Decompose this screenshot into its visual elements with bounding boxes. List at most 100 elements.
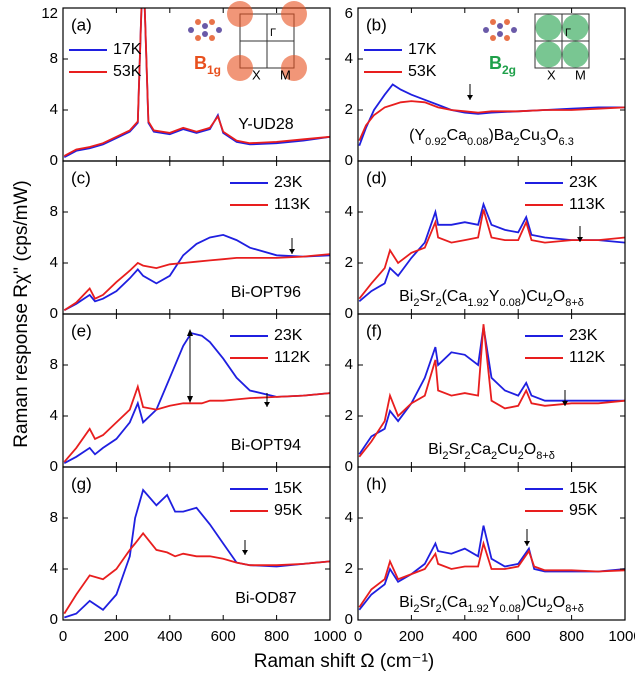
legend-label: 53K <box>408 63 437 80</box>
zone-label: M <box>280 67 291 82</box>
atom <box>490 35 496 41</box>
sample-label-part: Bi-OD87 <box>235 590 296 607</box>
y-tick-label: 4 <box>50 560 58 577</box>
sample-label-part: 2 <box>413 603 419 615</box>
y-tick-label: 4 <box>50 254 58 271</box>
legend-label: 15K <box>569 480 598 497</box>
legend-label: 95K <box>569 502 598 519</box>
y-tick-label: 0 <box>50 611 58 628</box>
gap-blob <box>562 14 589 41</box>
atom <box>497 31 503 37</box>
atom <box>497 23 503 29</box>
atom <box>504 35 510 41</box>
sample-label-part: )Cu <box>521 288 547 305</box>
panel-label: (b) <box>366 15 387 34</box>
y-tick-label: 12 <box>41 5 58 22</box>
sample-label-part: O <box>553 594 565 611</box>
legend-label: 112K <box>274 349 311 366</box>
symmetry-label: B2g <box>489 53 516 77</box>
y-axis-label: Raman response Rχ'' (cps/mW) <box>11 180 32 447</box>
legend-label: 23K <box>569 174 598 191</box>
data-line <box>63 383 330 463</box>
zone-label: Γ <box>565 27 571 39</box>
sample-label-part: 2 <box>413 297 419 309</box>
plot-area <box>63 233 330 311</box>
legend-label: 113K <box>569 196 606 213</box>
arrow-head <box>289 249 295 254</box>
data-line <box>358 324 625 458</box>
y-tick-label: 4 <box>50 407 58 424</box>
plot-area <box>358 83 625 147</box>
sample-label: Bi-OD87 <box>235 590 296 607</box>
atom <box>202 31 208 37</box>
sample-label-part: 2 <box>518 450 524 462</box>
zone-label: X <box>547 67 556 82</box>
zone-label: M <box>575 67 586 82</box>
plot-area <box>358 525 625 611</box>
atom <box>202 23 208 29</box>
sample-label: Y-UD28 <box>238 116 294 133</box>
sample-label-part: Sr <box>419 594 436 611</box>
sample-label-part: Ca <box>471 441 492 458</box>
arrow-head <box>562 401 568 406</box>
sample-label: Bi2Sr2Ca2Cu2O8+δ <box>428 441 555 462</box>
sample-label-part: 3 <box>540 136 546 148</box>
arrow-head <box>242 550 248 555</box>
y-tick-label: 4 <box>345 356 353 373</box>
sample-label-part: Y <box>489 288 500 305</box>
legend-label: 17K <box>408 41 437 58</box>
panel-label: (e) <box>71 321 92 340</box>
sample-label-part: Bi <box>399 594 413 611</box>
legend-label: 113K <box>274 196 311 213</box>
sample-label: Bi-OPT96 <box>231 284 301 301</box>
legend-label: 23K <box>274 174 303 191</box>
sample-label-part: Sr <box>448 441 465 458</box>
y-tick-label: 0 <box>345 458 353 475</box>
plot-area <box>63 332 330 464</box>
data-line <box>63 531 330 615</box>
sample-label-part: Y-UD28 <box>238 116 294 133</box>
sample-label-part: Bi-OPT94 <box>231 437 301 454</box>
symmetry-part: 1g <box>207 63 221 77</box>
y-tick-label: 2 <box>345 407 353 424</box>
panel-label: (f) <box>366 321 382 340</box>
atom <box>188 27 194 33</box>
data-line <box>63 233 330 311</box>
data-line <box>63 8 330 158</box>
sample-label-part: 2 <box>442 450 448 462</box>
sample-label-part: 8+δ <box>536 450 555 462</box>
sample-label-part: 2 <box>435 297 441 309</box>
sample-label-part: O <box>524 441 536 458</box>
sample-label-part: 8+δ <box>565 603 584 615</box>
atom <box>209 35 215 41</box>
y-tick-label: 4 <box>50 101 58 118</box>
gap-blob <box>535 14 562 41</box>
x-tick-label: 600 <box>506 628 531 645</box>
symmetry-part: 2g <box>502 63 516 77</box>
symmetry-part: B <box>194 53 207 73</box>
sample-label-part: Bi <box>399 288 413 305</box>
atom <box>195 19 201 25</box>
sample-label-part: 0.08 <box>467 136 488 148</box>
sample-label-part: 2 <box>464 450 470 462</box>
data-line <box>63 8 330 157</box>
x-tick-label: 200 <box>399 628 424 645</box>
sample-label-part: Y <box>489 594 500 611</box>
sample-label-part: (Y <box>409 127 425 144</box>
sample-label-part: 1.92 <box>467 603 488 615</box>
sample-label-part: 0.92 <box>425 136 446 148</box>
plot-area <box>358 324 625 458</box>
y-tick-label: 4 <box>345 50 353 67</box>
panel-frame <box>62 466 331 621</box>
x-tick-label: 0 <box>59 628 67 645</box>
x-tick-label: 400 <box>157 628 182 645</box>
plot-area <box>63 8 330 158</box>
y-tick-label: 0 <box>50 458 58 475</box>
arrow-head <box>264 402 270 407</box>
panel-label: (c) <box>71 168 91 187</box>
sample-label-part: 2 <box>513 136 519 148</box>
panel-label: (h) <box>366 474 387 493</box>
y-tick-label: 8 <box>50 203 58 220</box>
gap-blob <box>227 1 253 27</box>
